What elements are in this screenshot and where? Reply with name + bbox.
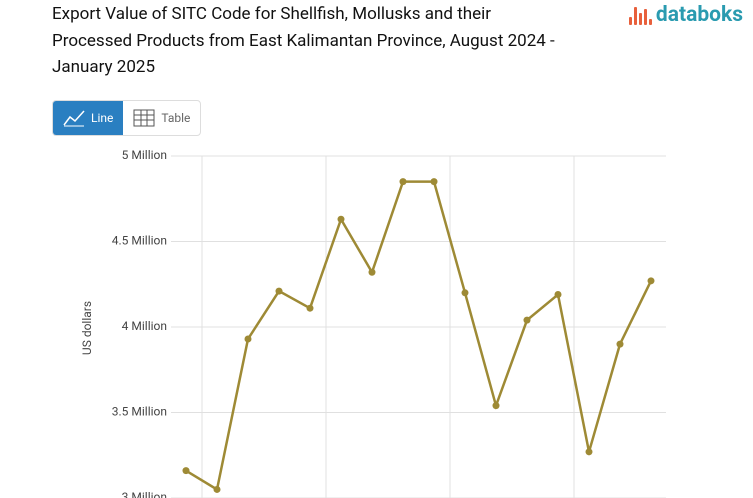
point [616,340,624,348]
point [306,304,314,312]
point [523,316,531,324]
y-axis-label: US dollars [80,301,94,355]
tab-label: Line [91,111,114,125]
y-tick-label: 3 Million [122,490,167,498]
chart-title: Export Value of SITC Code for Shellfish,… [52,4,555,77]
point [368,268,376,276]
y-tick-label: 3.5 Million [112,405,167,419]
table-icon [133,109,155,127]
point [244,335,252,343]
point [182,467,190,475]
point [554,291,562,299]
logo-icon [628,5,652,25]
point [213,485,221,493]
line [185,180,653,492]
point [337,215,345,223]
tab-line[interactable]: Line [53,101,124,135]
logo[interactable]: databoks [628,3,743,27]
y-tick-label: 5 Million [122,148,167,162]
view-tabs: Line Table [52,100,202,136]
point [399,178,407,186]
tab-table[interactable]: Table [123,101,200,135]
tab-label: Table [161,111,191,125]
point [492,402,500,410]
y-tick-label: 4 Million [122,319,167,333]
point [275,287,283,295]
line-icon [63,110,85,127]
logo-text: databoks [655,3,743,27]
point [585,448,593,456]
point [430,178,438,186]
point [461,289,469,297]
point [647,277,655,285]
y-tick-label: 4.5 Million [112,234,167,248]
